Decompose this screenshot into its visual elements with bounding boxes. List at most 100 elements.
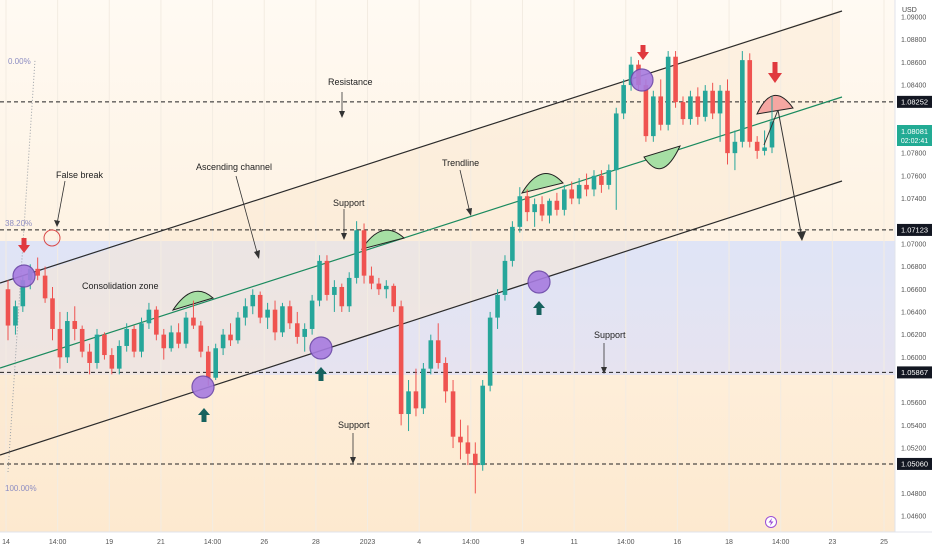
projection-arrowhead-icon bbox=[797, 231, 806, 241]
candle-31 bbox=[235, 311, 241, 344]
candle-42 bbox=[317, 255, 322, 307]
candle-28 bbox=[213, 343, 218, 380]
candle-12 bbox=[94, 328, 100, 369]
candle-87 bbox=[651, 90, 656, 142]
candle-4 bbox=[35, 257, 40, 281]
label-ascending-channel: Ascending channel bbox=[196, 162, 272, 172]
current-price-tag: 1.08081 02:02:41 bbox=[897, 125, 932, 146]
touch-domes bbox=[171, 95, 794, 311]
candle-65 bbox=[487, 311, 493, 392]
level-tag-3: 1.05060 bbox=[901, 459, 928, 468]
candle-20 bbox=[154, 306, 159, 341]
price-tick-0: 1.09000 bbox=[901, 15, 926, 22]
price-tick-17: 1.04800 bbox=[901, 491, 926, 498]
annotation-labels: Resistance Ascending channel Trendline S… bbox=[56, 77, 626, 430]
candle-21 bbox=[161, 328, 167, 360]
buy-arrow-icon bbox=[198, 408, 210, 422]
price-level-tags: 1.08252 1.07123 1.05867 1.05060 bbox=[897, 95, 932, 470]
candle-97 bbox=[725, 79, 730, 165]
label-trendline: Trendline bbox=[442, 158, 479, 168]
candle-50 bbox=[376, 277, 382, 295]
touch-circle-2 bbox=[191, 375, 215, 399]
false-break-circle bbox=[43, 229, 61, 247]
candle-63 bbox=[473, 442, 478, 494]
candle-52 bbox=[391, 283, 397, 312]
candle-16 bbox=[124, 323, 129, 352]
time-tick-11: 11 bbox=[570, 539, 577, 546]
channel-lines bbox=[0, 10, 843, 456]
candle-64 bbox=[480, 380, 486, 471]
time-axis-background bbox=[0, 532, 932, 550]
candle-36 bbox=[272, 300, 278, 341]
candle-93 bbox=[695, 87, 701, 125]
price-tick-1: 1.08800 bbox=[901, 37, 926, 44]
price-tick-2: 1.08600 bbox=[901, 60, 926, 67]
lightning-icon[interactable] bbox=[765, 516, 777, 528]
candle-38 bbox=[287, 300, 293, 329]
candles-group bbox=[5, 51, 775, 494]
dome-resistance bbox=[756, 95, 794, 115]
candle-74 bbox=[554, 192, 560, 216]
candle-14 bbox=[109, 348, 115, 375]
time-tick-7: 2023 bbox=[360, 539, 376, 546]
bar-countdown: 02:02:41 bbox=[901, 138, 928, 145]
price-tick-13: 1.06000 bbox=[901, 355, 926, 362]
channel-lower-line bbox=[0, 180, 843, 456]
price-axis[interactable]: USD 1.090001.088001.086001.084001.080001… bbox=[894, 0, 932, 532]
candle-0 bbox=[5, 280, 11, 341]
candle-1 bbox=[13, 300, 18, 335]
current-price-tag-bg bbox=[897, 125, 932, 146]
candle-32 bbox=[243, 298, 248, 326]
touch-circle-5 bbox=[630, 68, 654, 92]
fib-label-38: 38.20% bbox=[5, 219, 32, 228]
candle-34 bbox=[257, 291, 263, 324]
price-tick-18: 1.04600 bbox=[901, 514, 926, 521]
candle-96 bbox=[717, 85, 723, 142]
time-tick-15: 14:00 bbox=[772, 539, 790, 546]
time-tick-14: 18 bbox=[725, 539, 733, 546]
candle-26 bbox=[198, 321, 204, 358]
candle-79 bbox=[591, 170, 597, 197]
candle-101 bbox=[754, 136, 760, 159]
candle-71 bbox=[532, 198, 537, 227]
candle-24 bbox=[183, 311, 189, 349]
candle-95 bbox=[710, 82, 715, 120]
candle-90 bbox=[673, 51, 678, 108]
signal-arrows bbox=[18, 45, 806, 422]
candle-62 bbox=[465, 425, 471, 466]
price-tick-11: 1.06400 bbox=[901, 309, 926, 316]
candle-56 bbox=[421, 362, 426, 415]
time-tick-9: 14:00 bbox=[462, 539, 480, 546]
label-false-break: False break bbox=[56, 170, 104, 180]
candle-77 bbox=[576, 178, 582, 205]
label-support-2: Support bbox=[594, 330, 626, 340]
horizontal-levels bbox=[0, 101, 895, 465]
candle-5 bbox=[42, 266, 48, 303]
candle-60 bbox=[450, 380, 456, 449]
fib-label-100: 100.00% bbox=[5, 484, 37, 493]
candle-76 bbox=[569, 181, 575, 205]
sell-arrow-icon bbox=[637, 45, 649, 60]
candle-75 bbox=[562, 184, 567, 216]
candle-30 bbox=[228, 323, 233, 346]
candle-7 bbox=[57, 311, 63, 369]
candle-84 bbox=[628, 56, 634, 91]
time-tick-labels: 14 14:00 19 21 14:00 26 28 2023 4 14:00 9 11 14:00 16… bbox=[2, 539, 888, 546]
candle-91 bbox=[680, 96, 686, 125]
price-tick-6: 1.07600 bbox=[901, 173, 926, 180]
candle-73 bbox=[547, 198, 552, 224]
candle-18 bbox=[139, 317, 144, 358]
candle-83 bbox=[621, 79, 626, 120]
candle-69 bbox=[517, 187, 523, 233]
candle-49 bbox=[369, 266, 374, 290]
sell-arrow-icon bbox=[18, 238, 30, 253]
price-tick-15: 1.05400 bbox=[901, 423, 926, 430]
price-tick-12: 1.06200 bbox=[901, 332, 926, 339]
candle-53 bbox=[398, 300, 404, 426]
candle-11 bbox=[87, 343, 92, 375]
candle-68 bbox=[510, 221, 515, 267]
time-axis[interactable]: 14 14:00 19 21 14:00 26 28 2023 4 14:00 9 11 14:00 16… bbox=[0, 531, 932, 550]
time-tick-2: 19 bbox=[105, 539, 113, 546]
price-tick-5: 1.07800 bbox=[901, 151, 926, 158]
